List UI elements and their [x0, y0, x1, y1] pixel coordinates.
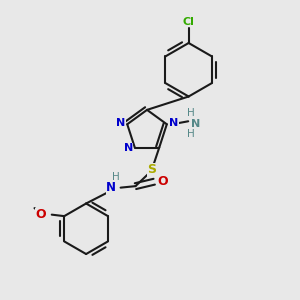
Text: O: O	[36, 208, 46, 221]
Text: Cl: Cl	[183, 17, 195, 27]
Text: N: N	[191, 119, 200, 129]
Text: N: N	[116, 118, 125, 128]
Text: S: S	[147, 163, 156, 176]
Text: N: N	[106, 181, 116, 194]
Text: O: O	[158, 175, 168, 188]
Text: N: N	[169, 118, 178, 128]
Text: H: H	[187, 129, 195, 139]
Text: H: H	[112, 172, 120, 182]
Text: N: N	[124, 143, 133, 153]
Text: H: H	[187, 108, 195, 118]
